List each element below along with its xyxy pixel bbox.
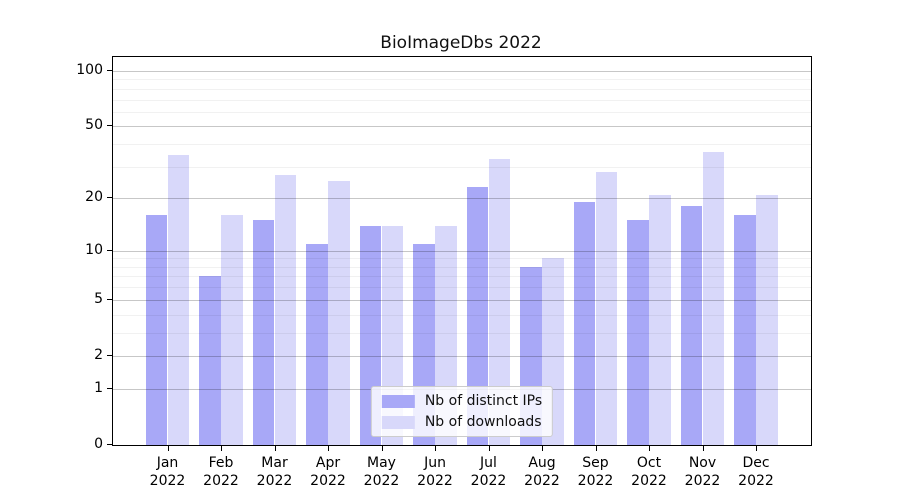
plot-area: Nb of distinct IPs Nb of downloads bbox=[112, 56, 812, 446]
bar-downloads-jul bbox=[488, 159, 511, 445]
x-axis-tick-label: Apr 2022 bbox=[310, 455, 346, 489]
y-axis-tick-label: 50 bbox=[85, 117, 103, 134]
bar-downloads-jan bbox=[167, 154, 190, 445]
bar-downloads-feb bbox=[221, 215, 243, 445]
legend-swatch-downloads bbox=[381, 415, 415, 429]
bar-downloads-sep bbox=[595, 172, 618, 445]
x-axis-tick-label: Sep 2022 bbox=[577, 455, 614, 489]
x-axis-tick-label: Feb 2022 bbox=[203, 455, 239, 489]
y-tick-mark bbox=[107, 354, 112, 356]
legend-label: Nb of distinct IPs bbox=[424, 393, 543, 409]
x-tick-mark bbox=[328, 446, 329, 451]
x-axis-tick-label: Nov 2022 bbox=[684, 455, 721, 489]
bar-distinct-ips-oct bbox=[627, 220, 649, 445]
bar-distinct-ips-apr bbox=[306, 243, 328, 445]
x-axis-tick-label: Mar 2022 bbox=[256, 455, 293, 489]
legend-swatch-distinct-ips bbox=[381, 394, 415, 408]
x-tick-mark bbox=[595, 446, 597, 451]
x-axis-tick-label: Jun 2022 bbox=[417, 455, 453, 489]
y-axis-tick-label: 0 bbox=[94, 436, 103, 452]
y-tick-mark bbox=[107, 444, 112, 445]
bar-downloads-oct bbox=[649, 194, 671, 445]
x-tick-mark bbox=[756, 446, 757, 451]
x-tick-mark bbox=[542, 446, 543, 451]
y-tick-mark bbox=[107, 298, 112, 300]
y-axis-tick-label: 20 bbox=[85, 189, 103, 206]
x-axis-tick-label: Dec 2022 bbox=[738, 455, 774, 489]
y-tick-mark bbox=[107, 69, 112, 71]
x-tick-mark bbox=[381, 446, 383, 451]
bar-downloads-nov bbox=[702, 152, 725, 445]
chart-title: BioImageDbs 2022 bbox=[380, 33, 542, 53]
y-axis-tick-label: 1 bbox=[94, 379, 103, 396]
y-tick-mark bbox=[107, 387, 112, 389]
y-tick-mark bbox=[107, 249, 112, 251]
bar-downloads-dec bbox=[756, 194, 778, 445]
x-axis-tick-label: Oct 2022 bbox=[631, 455, 667, 489]
bar-downloads-apr bbox=[328, 180, 350, 445]
bar-distinct-ips-jul bbox=[466, 187, 489, 445]
legend-label: Nb of downloads bbox=[424, 414, 542, 430]
x-tick-mark bbox=[702, 446, 704, 451]
y-axis-tick-label: 10 bbox=[85, 241, 103, 258]
y-tick-mark bbox=[107, 125, 112, 127]
bar-distinct-ips-dec bbox=[734, 215, 756, 445]
legend-row: Nb of distinct IPs bbox=[381, 393, 543, 409]
bar-downloads-mar bbox=[274, 174, 297, 445]
bar-distinct-ips-nov bbox=[680, 206, 703, 445]
y-axis-tick-label: 100 bbox=[76, 61, 103, 78]
bar-distinct-ips-sep bbox=[573, 202, 596, 445]
bar-distinct-ips-jan bbox=[145, 215, 168, 445]
x-axis-tick-label: Jul 2022 bbox=[470, 455, 507, 489]
x-tick-mark bbox=[221, 446, 222, 451]
y-axis-tick-label: 2 bbox=[94, 346, 103, 363]
x-tick-mark bbox=[167, 446, 169, 451]
y-tick-mark bbox=[107, 197, 112, 199]
x-tick-mark bbox=[649, 446, 650, 451]
x-tick-mark bbox=[274, 446, 276, 451]
x-tick-mark bbox=[435, 446, 436, 451]
x-axis-tick-label: May 2022 bbox=[363, 455, 400, 489]
x-tick-mark bbox=[488, 446, 490, 451]
legend-row: Nb of downloads bbox=[381, 414, 542, 430]
legend: Nb of distinct IPs Nb of downloads bbox=[370, 386, 554, 437]
bar-distinct-ips-mar bbox=[252, 220, 275, 445]
y-axis-tick-label: 5 bbox=[94, 290, 103, 307]
bar-distinct-ips-feb bbox=[199, 276, 221, 445]
x-axis-tick-label: Aug 2022 bbox=[524, 455, 560, 489]
x-axis-tick-label: Jan 2022 bbox=[149, 455, 186, 489]
